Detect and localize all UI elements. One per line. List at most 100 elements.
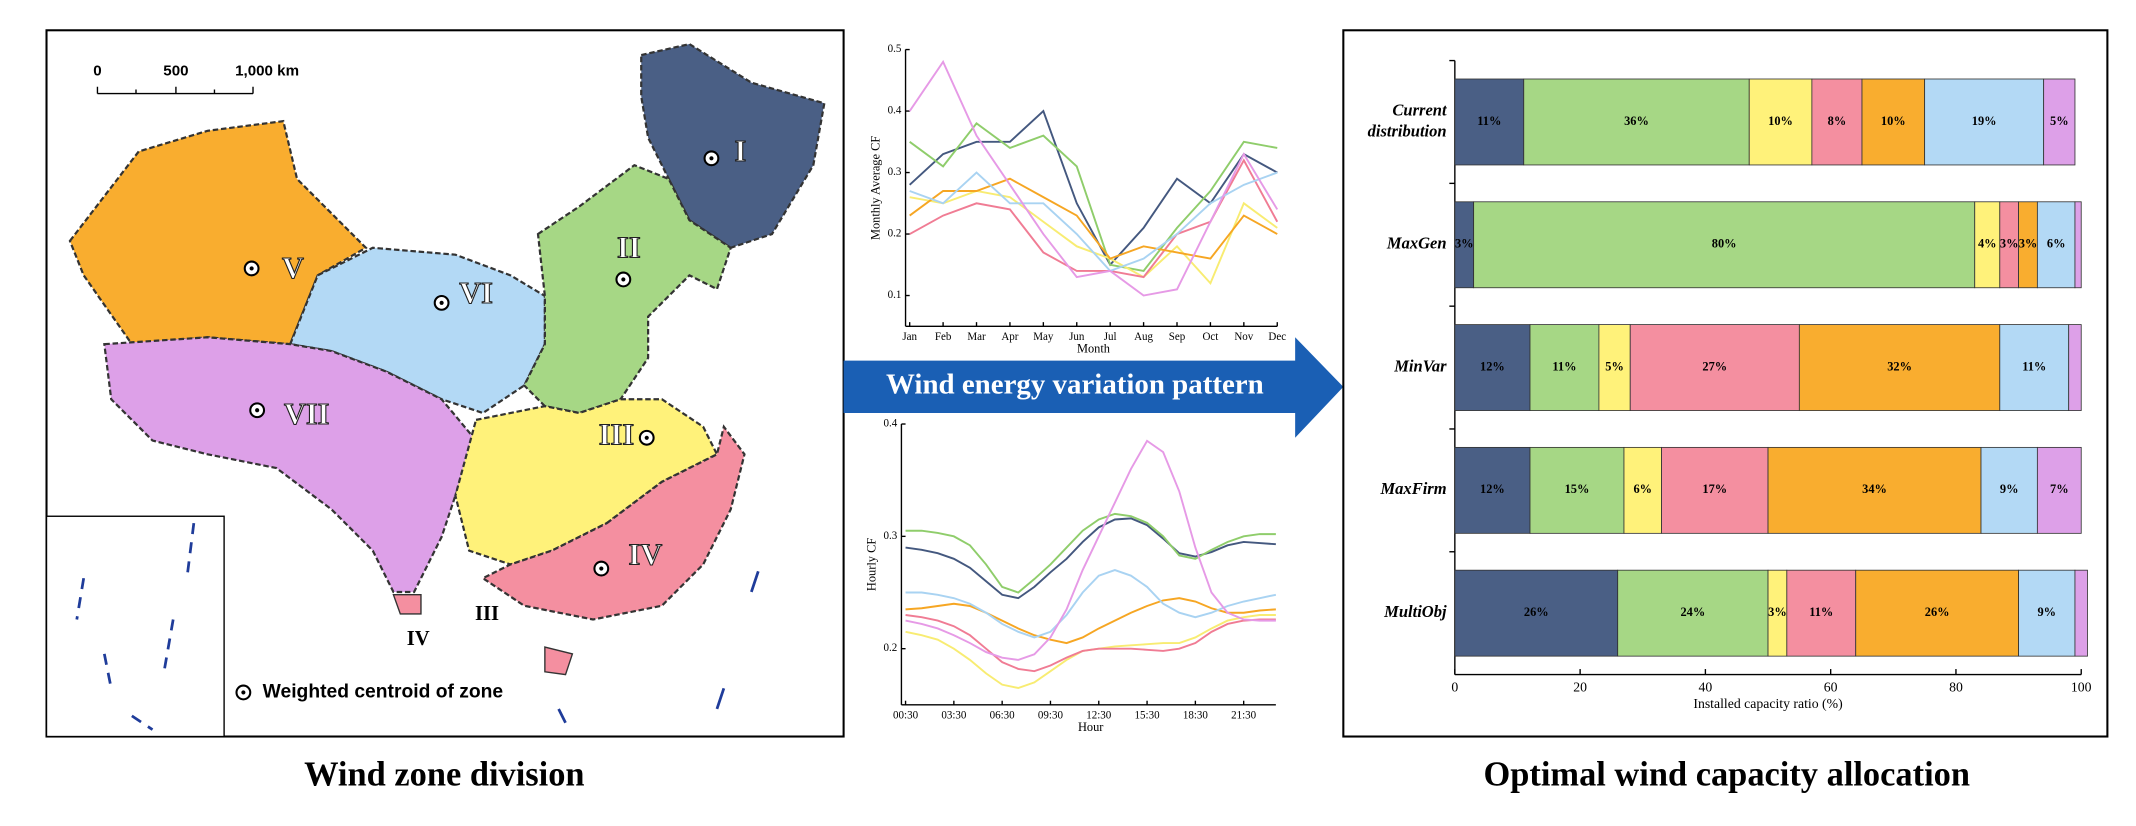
map-panel: 0 500 1,000 km Weighted centroid of zone… [45, 29, 845, 794]
value-label: 10% [1768, 114, 1793, 128]
value-label: 8% [1828, 114, 1847, 128]
bar-segment [1855, 569, 2020, 657]
y-tick-label: 0.3 [888, 166, 902, 178]
value-label: 26% [1925, 605, 1950, 619]
x-tick-label: 09:30 [1038, 709, 1064, 721]
x-tick-label: Sep [1169, 331, 1186, 343]
zone-label: IV [629, 538, 663, 572]
bar-segment [1454, 569, 1619, 657]
x-tick-label: Dec [1268, 331, 1286, 343]
value-label: 80% [1712, 237, 1737, 251]
bar-segment [2074, 569, 2088, 657]
series-line [908, 59, 1279, 297]
value-label: 11% [1477, 114, 1501, 128]
x-tick-label: 15:30 [1135, 709, 1161, 721]
bar-segment [2068, 324, 2082, 411]
value-label: 11% [2022, 359, 2046, 373]
bar-segment [1786, 569, 1857, 657]
value-label: 6% [2047, 237, 2066, 251]
zone-shape [392, 594, 422, 615]
bar-segment [1454, 446, 1531, 534]
value-label: 3% [1768, 605, 1787, 619]
zone-shape [640, 42, 826, 250]
bar-segment [1924, 78, 2045, 166]
value-label: 10% [1881, 114, 1906, 128]
inset-boundary [75, 522, 196, 731]
value-label: 36% [1624, 114, 1649, 128]
zone-label: IV [407, 628, 430, 650]
zone-shape [480, 424, 746, 621]
category-label: MinVar [1393, 356, 1447, 375]
bar-segment [1798, 324, 2001, 411]
y-tick-label: 0.4 [888, 105, 902, 117]
bar-segment [2043, 78, 2076, 166]
legend-marker [241, 690, 246, 695]
bar-segment [1629, 324, 1800, 411]
bar-segment [1767, 446, 1982, 534]
x-tick-label: Mar [967, 331, 986, 343]
x-tick-label: Feb [935, 331, 952, 343]
map-legend: Weighted centroid of zone [263, 682, 504, 703]
map-caption: Wind zone division [304, 756, 584, 794]
series-line [909, 122, 1278, 272]
series-line [909, 177, 1278, 260]
scale-ticks [96, 86, 254, 94]
centroid [249, 266, 254, 271]
chart-title: Optimal wind capacity allocation [1483, 756, 1969, 794]
value-label: 12% [1480, 359, 1505, 373]
bar-segment [1623, 446, 1662, 534]
scale-label: 500 [163, 63, 188, 80]
y-tick-label: 0.2 [888, 228, 902, 240]
x-axis-label: Hour [1078, 720, 1104, 734]
bar-frame [1342, 29, 2109, 738]
zone-label: III [599, 418, 634, 452]
value-label: 17% [1702, 482, 1727, 496]
category-label: MaxFirm [1379, 479, 1446, 498]
x-tick-label: 00:30 [893, 709, 919, 721]
bar-segment [2018, 569, 2076, 657]
x-tick-label: 12:30 [1086, 709, 1112, 721]
centroid [599, 566, 604, 571]
bar-segment [1529, 324, 1600, 411]
x-tick-label: 21:30 [1231, 709, 1257, 721]
x-tick-label: 60 [1824, 679, 1838, 694]
bar-segment [1661, 446, 1769, 534]
arrow [843, 337, 1344, 438]
value-label: 12% [1480, 482, 1505, 496]
bar-segment [1473, 201, 1976, 289]
y-tick-label: 0.5 [888, 43, 902, 55]
x-axis-label: Installed capacity ratio (%) [1693, 696, 1842, 712]
value-label: 7% [2050, 482, 2069, 496]
x-tick-label: 80 [1949, 679, 1963, 694]
x-axis-label: Month [1077, 342, 1111, 356]
series-line [905, 569, 1277, 639]
bar-segment [1811, 78, 1863, 166]
y-axis-label: Hourly CF [864, 538, 878, 591]
zone-shape [544, 646, 574, 676]
x-tick-label: 100 [2071, 679, 2092, 694]
centroid [621, 277, 626, 282]
bar-segment [1454, 78, 1525, 166]
x-tick-label: 03:30 [941, 709, 967, 721]
x-tick-label: Aug [1134, 331, 1153, 343]
bar-segment [1861, 78, 1926, 166]
y-tick-label: 0.1 [888, 289, 902, 301]
x-tick-label: 06:30 [990, 709, 1016, 721]
value-label: 11% [1809, 605, 1833, 619]
category-label: MaxGen [1386, 234, 1447, 253]
value-label: 15% [1565, 482, 1590, 496]
series-line [905, 439, 1276, 661]
x-tick-label: 0 [1451, 679, 1458, 694]
zone-label: VII [284, 397, 329, 431]
value-label: 27% [1702, 359, 1727, 373]
value-label: 3% [2019, 237, 2038, 251]
y-tick-label: 0.4 [884, 418, 898, 430]
centroid [644, 435, 649, 440]
value-label: 9% [2037, 605, 2056, 619]
bar-segment [1748, 78, 1813, 166]
zone-label: II [617, 231, 641, 265]
x-tick-label: Jul [1104, 331, 1117, 343]
value-label: 9% [2000, 482, 2019, 496]
x-tick-label: Nov [1234, 331, 1253, 343]
